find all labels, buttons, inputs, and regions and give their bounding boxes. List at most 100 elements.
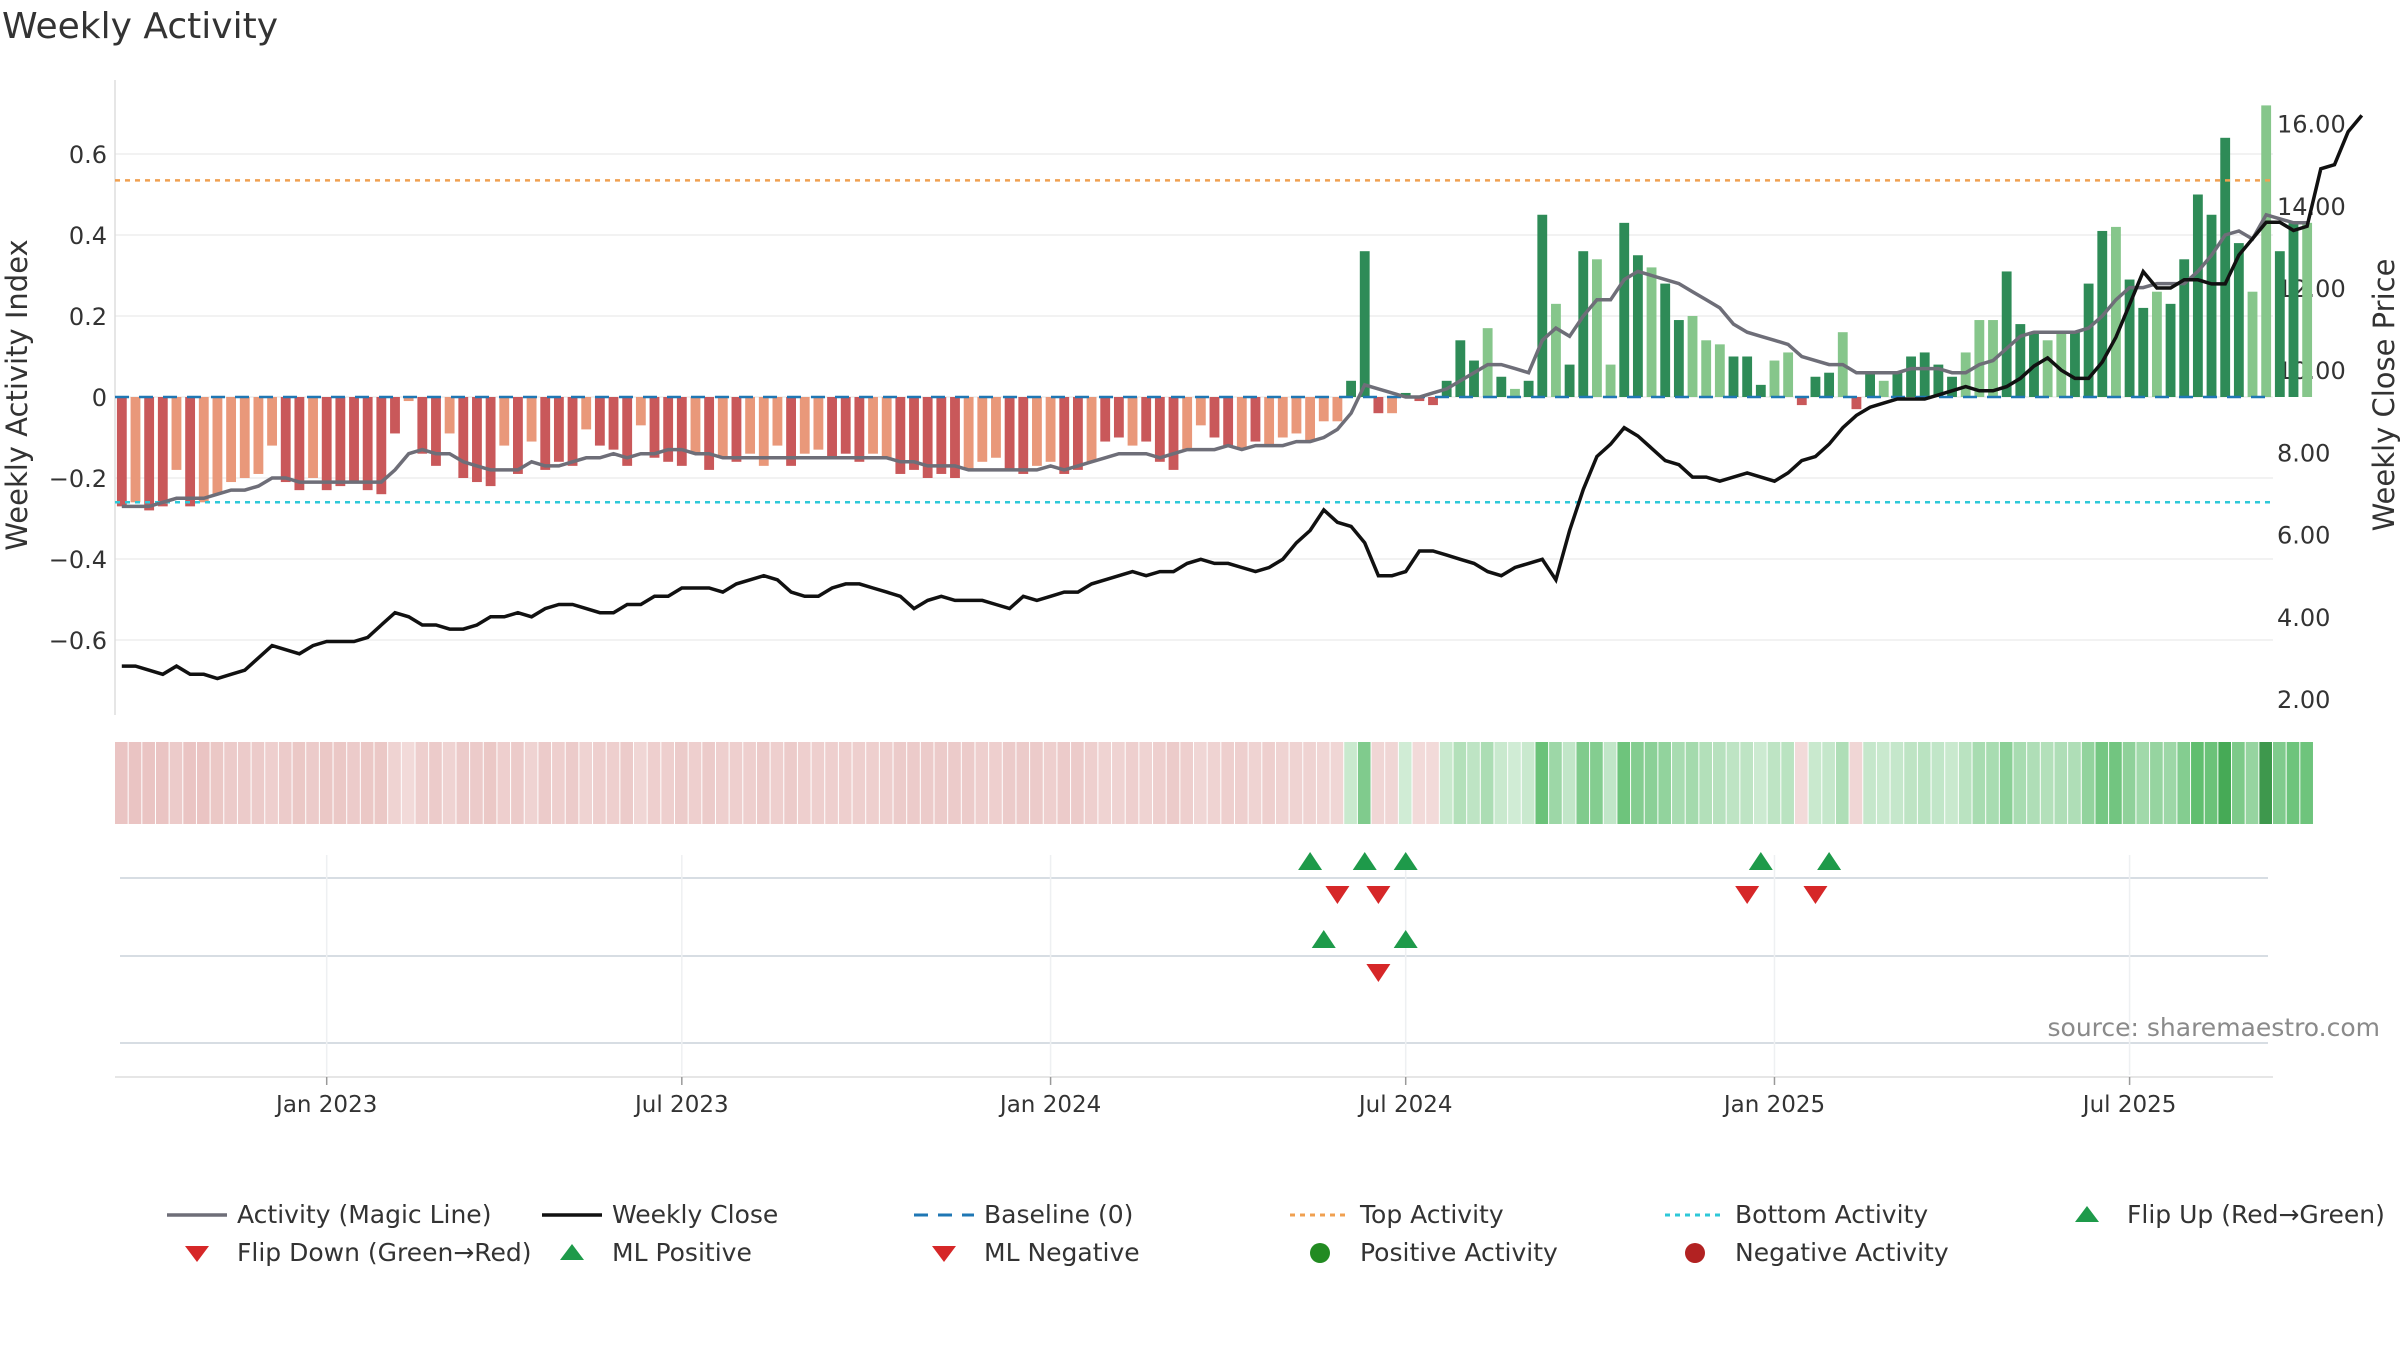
magic-line xyxy=(121,212,2308,509)
heat-cell xyxy=(2245,742,2259,824)
activity-bar xyxy=(1947,376,1957,397)
legend-symbol xyxy=(165,1243,229,1263)
activity-bar xyxy=(390,397,400,434)
y2-tick-label: 4.00 xyxy=(2277,604,2330,632)
activity-bar xyxy=(130,397,141,503)
heat-cell xyxy=(169,742,183,824)
heat-cell xyxy=(1262,742,1275,824)
activity-bar xyxy=(1755,384,1766,397)
activity-bar xyxy=(868,397,878,454)
heat-cell xyxy=(2286,742,2300,824)
legend-item: ML Positive xyxy=(540,1238,752,1267)
heat-cell xyxy=(715,742,729,824)
activity-bar xyxy=(1113,397,1124,438)
activity-bar xyxy=(936,397,947,474)
activity-bar xyxy=(2151,291,2162,397)
heat-cell xyxy=(1822,742,1835,824)
heat-cell xyxy=(1494,742,1508,824)
activity-bar xyxy=(1346,380,1356,397)
activity-bar xyxy=(663,397,674,462)
heat-cell xyxy=(934,742,948,824)
activity-bar xyxy=(1646,267,1657,397)
legend-tri-up-swatch xyxy=(560,1243,584,1260)
activity-bar xyxy=(2302,222,2313,397)
heat-cell xyxy=(2163,742,2177,824)
activity-bar xyxy=(1127,397,1138,446)
activity-bar xyxy=(1783,352,1794,397)
heat-cell xyxy=(2068,742,2081,824)
heat-cell xyxy=(183,742,196,824)
flip-up-marker xyxy=(1298,852,1323,870)
activity-bar xyxy=(2192,194,2203,397)
activity-bar xyxy=(540,397,551,470)
legend-label: Positive Activity xyxy=(1360,1238,1558,1267)
heat-cell xyxy=(306,742,319,824)
activity-bar xyxy=(2138,307,2149,397)
legend-item: Top Activity xyxy=(1288,1200,1504,1229)
activity-bar xyxy=(1154,397,1165,462)
activity-bar xyxy=(1141,397,1152,442)
activity-bar xyxy=(690,397,701,454)
heat-cell xyxy=(1876,742,1890,824)
heat-cell xyxy=(1658,742,1672,824)
activity-bar xyxy=(1851,397,1862,410)
heat-cell xyxy=(155,742,169,824)
activity-bar xyxy=(499,397,510,446)
heat-cell xyxy=(1931,742,1945,824)
ml-positive-marker xyxy=(1311,930,1336,948)
heat-cell xyxy=(278,742,292,824)
activity-bar xyxy=(116,397,127,507)
activity-bar xyxy=(1796,397,1807,406)
heat-cell xyxy=(1480,742,1494,824)
heat-cell xyxy=(1344,742,1357,824)
activity-bar xyxy=(1059,397,1070,474)
heat-cell xyxy=(1043,742,1057,824)
legend-tri-down-swatch xyxy=(185,1245,209,1262)
heat-cell xyxy=(401,742,415,824)
activity-bar xyxy=(2261,105,2272,398)
activity-bar xyxy=(2274,251,2285,397)
heat-cell xyxy=(511,742,524,824)
activity-bar xyxy=(909,397,919,470)
activity-bar xyxy=(1086,397,1097,462)
activity-bar xyxy=(1373,397,1384,414)
heat-cell xyxy=(196,742,210,824)
heat-cell xyxy=(1371,742,1385,824)
activity-bar xyxy=(1195,397,1206,426)
heat-cell xyxy=(1180,742,1193,824)
heat-cell xyxy=(347,742,360,824)
y2-tick-label: 16.00 xyxy=(2277,111,2346,139)
heat-cell xyxy=(142,742,155,824)
activity-bar xyxy=(1865,372,1875,397)
activity-bar xyxy=(1537,214,1548,397)
heat-cell xyxy=(743,742,756,824)
activity-bar xyxy=(2015,324,2026,397)
activity-bar xyxy=(2083,283,2094,397)
activity-bar xyxy=(608,397,619,450)
activity-bar xyxy=(444,397,455,434)
heat-cell xyxy=(838,742,852,824)
heat-cell xyxy=(1644,742,1658,824)
heat-cell xyxy=(1576,742,1590,824)
legend-item: Negative Activity xyxy=(1663,1238,1949,1267)
heat-cell xyxy=(1030,742,1043,824)
signal-markers xyxy=(1298,852,1842,982)
y-tick-label: −0.6 xyxy=(49,627,107,655)
activity-bar xyxy=(376,397,387,495)
activity-bar xyxy=(1250,397,1261,442)
heat-cell xyxy=(333,742,347,824)
heat-cell xyxy=(415,742,429,824)
legend-label: Top Activity xyxy=(1360,1200,1504,1229)
heat-cell xyxy=(265,742,278,824)
activity-bar xyxy=(813,397,824,450)
heat-cell xyxy=(2191,742,2204,824)
heat-cell xyxy=(1234,742,1248,824)
gridlines xyxy=(115,153,2273,1075)
y-tick-label: 0.4 xyxy=(69,222,107,250)
heat-cell xyxy=(1221,742,1234,824)
activity-bar xyxy=(2233,243,2244,397)
heat-cell xyxy=(1863,742,1876,824)
activity-bar xyxy=(1359,251,1370,397)
activity-bar xyxy=(1305,397,1316,442)
legend-label: ML Negative xyxy=(984,1238,1140,1267)
